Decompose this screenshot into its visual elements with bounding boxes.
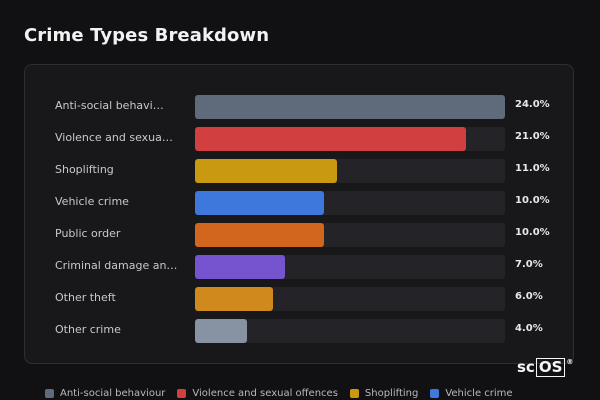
bar-row: Anti-social behavi… 24.0% bbox=[25, 95, 575, 119]
bar bbox=[195, 319, 247, 343]
value-label: 11.0% bbox=[515, 163, 550, 174]
bar bbox=[195, 95, 505, 119]
bar-track bbox=[195, 223, 505, 247]
bar bbox=[195, 287, 273, 311]
category-label: Public order bbox=[55, 227, 121, 240]
bar-row: Vehicle crime 10.0% bbox=[25, 191, 575, 215]
legend-swatch bbox=[177, 388, 187, 398]
bar-row: Criminal damage an… 7.0% bbox=[25, 255, 575, 279]
bar-track bbox=[195, 255, 505, 279]
chart-panel: Anti-social behavi… 24.0% Violence and sex… bbox=[24, 64, 574, 364]
logo-text-boxed: OS bbox=[535, 358, 566, 377]
bar-row: Public order 10.0% bbox=[25, 223, 575, 247]
legend-swatch bbox=[45, 388, 54, 398]
bar-track bbox=[195, 159, 505, 183]
legend-label: Anti-social behaviour bbox=[60, 387, 166, 399]
category-label: Violence and sexua… bbox=[55, 131, 173, 144]
legend-label: Violence and sexual offences bbox=[192, 387, 338, 399]
legend-item: Violence and sexual offences bbox=[177, 388, 338, 399]
legend-item: Shoplifting bbox=[349, 387, 419, 399]
bar bbox=[195, 223, 324, 247]
logo-registered-mark: ® bbox=[566, 358, 574, 366]
category-label: Anti-social behavi… bbox=[55, 99, 164, 112]
chart-legend: Anti-social behaviour Violence and sexual… bbox=[45, 386, 525, 400]
bar-row: Other theft 6.0% bbox=[25, 287, 575, 311]
bar bbox=[195, 191, 324, 215]
legend-item: Vehicle crime bbox=[430, 387, 513, 399]
category-label: Vehicle crime bbox=[55, 195, 129, 208]
value-label: 21.0% bbox=[515, 131, 550, 142]
bar-track bbox=[195, 191, 505, 215]
category-label: Shoplifting bbox=[55, 163, 114, 176]
category-label: Other theft bbox=[55, 291, 116, 304]
category-label: Other crime bbox=[55, 323, 121, 336]
page-title: Crime Types Breakdown bbox=[24, 25, 270, 46]
bar-row: Shoplifting 11.0% bbox=[25, 159, 575, 183]
bar bbox=[195, 127, 466, 151]
legend-label: Shoplifting bbox=[364, 387, 419, 399]
bar bbox=[195, 255, 285, 279]
bar-track bbox=[195, 287, 505, 311]
brand-logo: sc OS ® bbox=[517, 358, 573, 377]
category-label: Criminal damage an… bbox=[55, 259, 178, 272]
legend-swatch bbox=[430, 388, 440, 398]
value-label: 10.0% bbox=[515, 195, 550, 206]
value-label: 6.0% bbox=[515, 291, 543, 302]
value-label: 24.0% bbox=[515, 99, 550, 110]
legend-swatch bbox=[349, 388, 359, 398]
bar-track bbox=[195, 127, 505, 151]
bar-row: Other crime 4.0% bbox=[25, 319, 575, 343]
bar-track bbox=[195, 319, 505, 343]
legend-label: Vehicle crime bbox=[445, 387, 513, 399]
value-label: 4.0% bbox=[515, 323, 543, 334]
legend-item: Anti-social behaviour bbox=[45, 388, 165, 399]
value-label: 10.0% bbox=[515, 227, 550, 238]
value-label: 7.0% bbox=[515, 259, 543, 270]
bar-row: Violence and sexua… 21.0% bbox=[25, 127, 575, 151]
logo-text-left: sc bbox=[517, 358, 535, 376]
bar-track bbox=[195, 95, 505, 119]
bar bbox=[195, 159, 337, 183]
